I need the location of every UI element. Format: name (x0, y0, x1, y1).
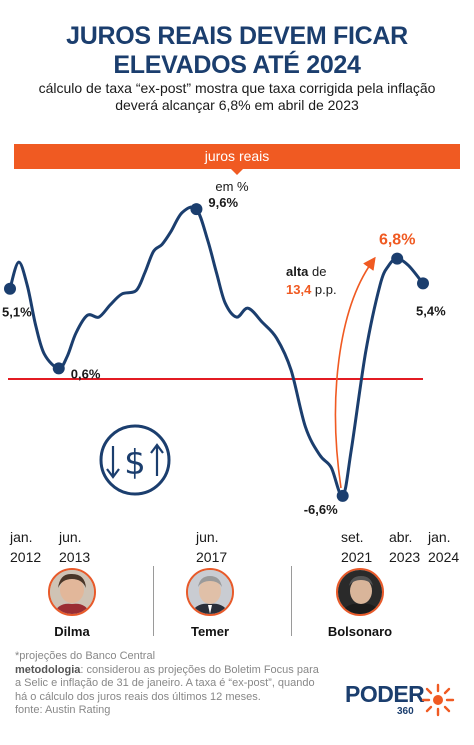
chart-subtitle: cálculo de taxa “ex-post” mostra que tax… (0, 80, 474, 114)
annotation-unit: p.p. (311, 282, 336, 297)
annotation-bold: alta (286, 264, 309, 279)
brand-word: PODER (345, 681, 425, 707)
banner-label: juros reais (204, 148, 270, 164)
banner-notch (231, 169, 243, 175)
data-point (4, 282, 16, 295)
highlight-points: 5,1% 0,6% 9,6% -6,6% 6,8% 5,4% (2, 195, 446, 517)
x-tick-year: 2021 (341, 549, 373, 565)
divider-1 (153, 566, 154, 636)
x-tick-month: jan. (428, 529, 451, 545)
chart-title: JUROS REAIS DEVEM FICAR ELEVADOS ATÉ 202… (0, 22, 474, 80)
brand-number: 360 (397, 706, 414, 717)
data-point (391, 252, 404, 265)
unit-label: em % (215, 179, 249, 194)
source-note: fonte: Austin Rating (15, 704, 111, 716)
methodology-text: : considerou as projeções do Boletim Foc… (15, 663, 319, 703)
data-point (336, 489, 349, 502)
subtitle-line-2: deverá alcançar 6,8% em abril de 2023 (115, 97, 359, 113)
x-tick-label: abr. 2023 (389, 528, 420, 566)
x-tick-month: set. (341, 529, 364, 545)
x-tick-label: jun. 2017 (196, 528, 227, 566)
projections-note: *projeções do Banco Central (15, 650, 156, 662)
president-name: Bolsonaro (327, 624, 393, 639)
x-tick-month: abr. (389, 529, 413, 545)
data-label: 0,6% (71, 366, 101, 381)
methodology-label: metodologia (15, 663, 81, 676)
data-label: 5,4% (416, 303, 446, 318)
portrait-bolsonaro-icon (336, 568, 384, 616)
x-tick-label: set. 2021 (341, 528, 372, 566)
president-name: Dilma (54, 624, 90, 639)
portrait-temer-icon (186, 568, 234, 616)
x-tick-month: jun. (59, 529, 82, 545)
president-temer: Temer (155, 568, 265, 639)
president-name: Temer (190, 624, 230, 639)
portrait-dilma-icon (48, 568, 96, 616)
x-tick-year: 2012 (10, 549, 42, 565)
brand-logo: PODER 360 (345, 681, 455, 721)
methodology-note: metodologia: considerou as projeções do … (15, 664, 325, 705)
president-dilma: Dilma (17, 568, 127, 639)
section-banner: juros reais (14, 144, 460, 175)
series-line (8, 205, 425, 498)
x-tick-month: jan. (10, 529, 33, 545)
x-tick-label: jun. 2013 (59, 528, 90, 566)
data-label: 5,1% (2, 305, 32, 320)
data-label: -6,6% (304, 502, 338, 517)
x-tick-year: 2024 (428, 549, 460, 565)
data-label: 9,6% (208, 195, 238, 210)
x-tick-year: 2013 (59, 549, 91, 565)
x-tick-label: jan. 2024 (428, 528, 459, 566)
annotation-rest: de (308, 264, 326, 279)
president-bolsonaro: Bolsonaro (305, 568, 415, 639)
annotation-line-1: alta de (286, 264, 326, 279)
data-point (190, 203, 203, 216)
x-tick-month: jun. (196, 529, 219, 545)
currency-arrows-icon: $ (99, 424, 171, 496)
divider-2 (291, 566, 292, 636)
x-tick-year: 2023 (389, 549, 421, 565)
data-point (52, 362, 65, 375)
title-line-1: JUROS REAIS DEVEM FICAR (66, 22, 408, 50)
footnotes: *projeções do Banco Central metodologia:… (15, 650, 325, 718)
x-tick-year: 2017 (196, 549, 228, 565)
x-tick-label: jan. 2012 (10, 528, 41, 566)
subtitle-line-1: cálculo de taxa “ex-post” mostra que tax… (38, 80, 436, 96)
annotation-value: 13,4 (286, 282, 312, 297)
increase-arrow-icon (334, 256, 376, 489)
title-line-2: ELEVADOS ATÉ 2024 (113, 51, 361, 79)
annotation-line-2: 13,4 p.p. (286, 282, 337, 297)
data-label: 6,8% (379, 232, 415, 249)
sun-burst-icon (421, 683, 455, 717)
data-point (417, 277, 429, 290)
svg-text:$: $ (124, 443, 146, 483)
